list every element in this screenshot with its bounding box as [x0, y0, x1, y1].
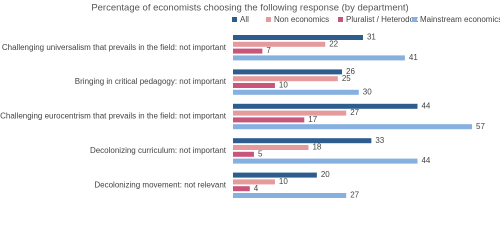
bar [233, 193, 347, 198]
bar [233, 48, 263, 54]
category-label: Challenging universalism that prevails i… [2, 43, 227, 52]
bar [233, 83, 275, 88]
value-label: 44 [421, 101, 430, 110]
legend-swatch [266, 17, 271, 22]
value-label: 27 [350, 108, 359, 117]
legend-swatch [412, 17, 417, 22]
value-label: 10 [279, 81, 288, 90]
value-label: 22 [329, 39, 338, 48]
value-label: 10 [279, 177, 288, 186]
bar [233, 35, 363, 40]
value-label: 4 [254, 184, 259, 193]
value-label: 31 [367, 33, 376, 42]
value-label: 41 [409, 53, 418, 62]
chart-title: Percentage of economists choosing the fo… [91, 3, 408, 14]
value-label: 25 [342, 74, 351, 83]
value-label: 57 [476, 122, 485, 131]
bar [233, 55, 405, 61]
value-label: 44 [421, 156, 430, 165]
legend-swatch [338, 17, 343, 22]
value-label: 26 [346, 67, 355, 76]
value-label: 27 [350, 191, 359, 200]
bar [233, 172, 317, 178]
chart: Percentage of economists choosing the fo… [0, 3, 500, 200]
bar [233, 138, 372, 144]
bar [233, 89, 359, 95]
bar [233, 69, 343, 75]
value-label: 20 [321, 170, 330, 179]
value-label: 30 [363, 87, 372, 96]
bar [233, 145, 309, 150]
value-label: 33 [375, 136, 384, 145]
category-label: Challenging eurocentrism that prevails i… [0, 112, 227, 121]
legend-label: Non economics [274, 15, 329, 24]
bar [233, 110, 347, 116]
value-label: 17 [308, 115, 317, 124]
bar [233, 151, 254, 157]
bar [233, 117, 305, 123]
bar [233, 103, 418, 109]
bar [233, 158, 418, 164]
value-label: 7 [266, 46, 271, 55]
category-label: Bringing in critical pedagogy: not impor… [75, 77, 227, 86]
legend-label: Mainstream economics [420, 15, 500, 24]
bar [233, 124, 472, 130]
bar [233, 41, 326, 47]
value-label: 18 [312, 143, 321, 152]
bar [233, 186, 250, 192]
category-label: Decolonizing curriculum: not important [90, 146, 227, 155]
legend-label: All [240, 15, 249, 24]
bar [233, 76, 338, 82]
category-label: Decolonizing movement: not relevant [94, 180, 226, 189]
legend-label: Pluralist / Heterodox [346, 15, 418, 24]
bar [233, 179, 275, 185]
value-label: 5 [258, 149, 263, 158]
legend-swatch [232, 17, 237, 22]
